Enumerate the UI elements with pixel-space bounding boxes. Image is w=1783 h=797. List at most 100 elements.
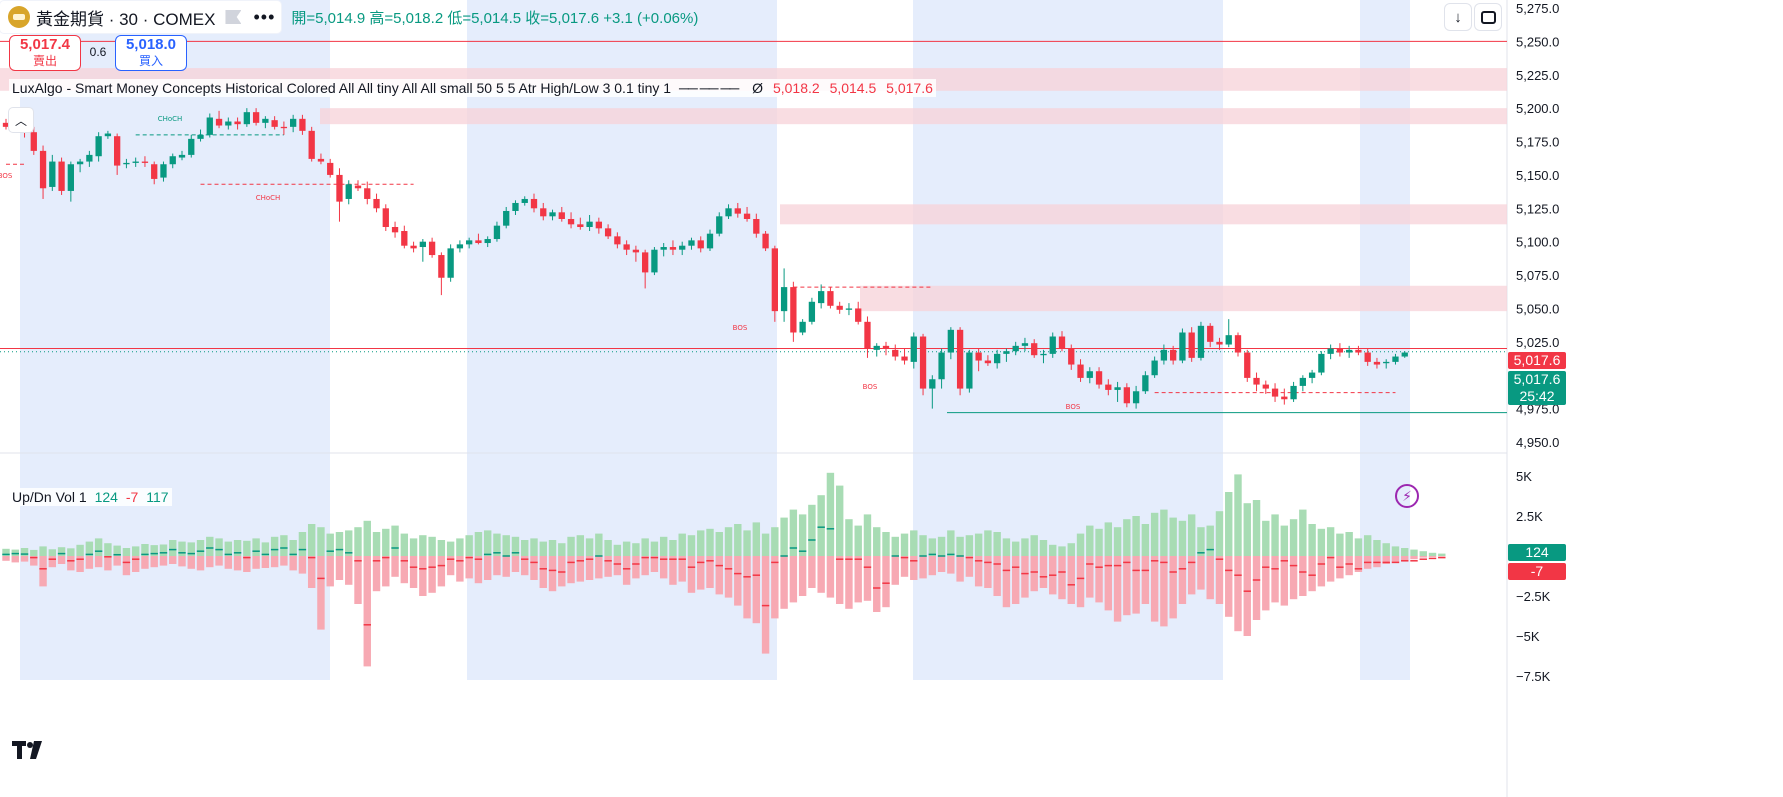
candle	[262, 116, 269, 129]
volume-up-bar	[1289, 519, 1298, 556]
volume-up-bar	[1011, 541, 1020, 556]
candle	[790, 281, 797, 342]
candle	[919, 333, 927, 396]
volume-down-bar	[446, 556, 455, 576]
volume-down-bar	[1178, 556, 1187, 604]
tradingview-logo-icon[interactable]	[12, 739, 46, 765]
arrow-down-button[interactable]: ↓	[1445, 4, 1471, 30]
candle-body	[215, 118, 223, 126]
volume-down-bar	[1021, 556, 1029, 598]
volume-up-bar	[20, 548, 29, 556]
candle	[688, 237, 695, 250]
candle-body	[771, 248, 778, 312]
candle-body	[762, 233, 769, 249]
collapse-legend-button[interactable]: ︿	[9, 108, 33, 132]
candle	[447, 244, 454, 282]
lightning-icon[interactable]: ⚡	[1395, 484, 1419, 508]
volume-up-bar	[85, 541, 94, 556]
volume-up-bar	[511, 536, 520, 556]
candle-body	[1336, 348, 1344, 353]
candle-body	[252, 112, 260, 123]
volume-down-bar	[863, 556, 872, 601]
indicator-values: 5,018.2 5,014.5 5,017.6	[767, 80, 933, 96]
volume-up-bar	[1336, 533, 1344, 556]
volume-down-bar	[326, 556, 334, 587]
volume-up-bar	[808, 504, 816, 556]
volume-down-bar	[910, 556, 918, 580]
volume-up-bar	[196, 540, 205, 556]
volume-up-bar	[206, 536, 214, 556]
volume-down-bar	[483, 556, 492, 580]
volume-up-bar	[335, 532, 344, 556]
volume-legend[interactable]: Up/Dn Vol 1 124 -7 117	[9, 488, 172, 506]
volume-up-bar	[910, 530, 918, 556]
candle	[327, 158, 334, 178]
candle-body	[1170, 349, 1177, 361]
volume-down-bar	[419, 556, 427, 596]
volume-down-bar	[437, 556, 446, 587]
volume-down-bar	[85, 556, 94, 569]
current-price-tag: 5,017.6 25:42	[1508, 371, 1566, 405]
volume-up-bar	[1225, 492, 1233, 556]
flag-icon[interactable]	[225, 10, 242, 24]
volume-up-bar	[761, 533, 770, 556]
candle	[114, 133, 121, 175]
candle	[1290, 381, 1297, 402]
volume-up-bar	[178, 541, 186, 556]
candle-body	[49, 161, 56, 187]
candle-body	[317, 158, 325, 162]
candle-body	[845, 308, 853, 310]
volume-down-tag: -7	[1508, 563, 1566, 580]
candle-body	[956, 329, 964, 389]
candle-body	[512, 202, 519, 211]
volume-up-bar	[1039, 540, 1048, 556]
candle-body	[1318, 353, 1325, 373]
volume-down-bar	[48, 556, 57, 568]
candle-body	[660, 247, 667, 250]
candle	[1049, 332, 1056, 358]
volume-up-bar	[613, 544, 622, 556]
volume-down-bar	[382, 556, 390, 587]
volume-up-bar	[159, 544, 168, 556]
volume-up-bar	[567, 536, 575, 556]
buy-label: 買入	[138, 54, 163, 68]
candle-body	[929, 379, 936, 389]
volume-down-bar	[169, 556, 177, 564]
volume-up-bar	[122, 548, 131, 556]
candle-body	[1290, 385, 1297, 400]
symbol-chip[interactable]: 黃金期貨 · 30 · COMEX •••	[0, 1, 282, 33]
symbol-title[interactable]: 黃金期貨 · 30 · COMEX	[36, 9, 216, 29]
candle	[345, 180, 352, 205]
volume-down-bar	[873, 556, 881, 612]
candle	[1077, 359, 1084, 382]
volume-down-bar	[789, 556, 798, 603]
candle-body	[1244, 352, 1251, 378]
more-options-button[interactable]: •••	[253, 6, 276, 27]
volume-down-bar	[1187, 556, 1196, 595]
candle-body	[336, 174, 343, 202]
candle-body	[1132, 391, 1140, 404]
candle	[1142, 371, 1149, 394]
fullscreen-button[interactable]	[1475, 4, 1501, 30]
structure-label: CHoCH	[158, 115, 183, 123]
volume-up-bar	[1252, 500, 1261, 556]
indicator-legend[interactable]: LuxAlgo - Smart Money Concepts Historica…	[9, 79, 936, 97]
volume-down-bar	[993, 556, 1001, 596]
candle-body	[614, 236, 621, 245]
candle-body	[790, 287, 797, 333]
candle-body	[132, 161, 139, 163]
volume-up-bar	[1113, 527, 1122, 556]
candle	[558, 206, 565, 222]
volume-down-bar	[502, 556, 510, 577]
volume-down-bar	[1410, 556, 1418, 560]
candle	[679, 241, 686, 256]
candle	[364, 181, 371, 205]
volume-down-bar	[1039, 556, 1048, 588]
candle-body	[1216, 341, 1223, 345]
buy-button[interactable]: 5,018.0 買入	[115, 35, 187, 71]
volume-up-bar	[715, 532, 723, 556]
candle-body	[114, 136, 121, 166]
sell-button[interactable]: 5,017.4 賣出	[9, 35, 81, 71]
candle	[1336, 343, 1344, 357]
